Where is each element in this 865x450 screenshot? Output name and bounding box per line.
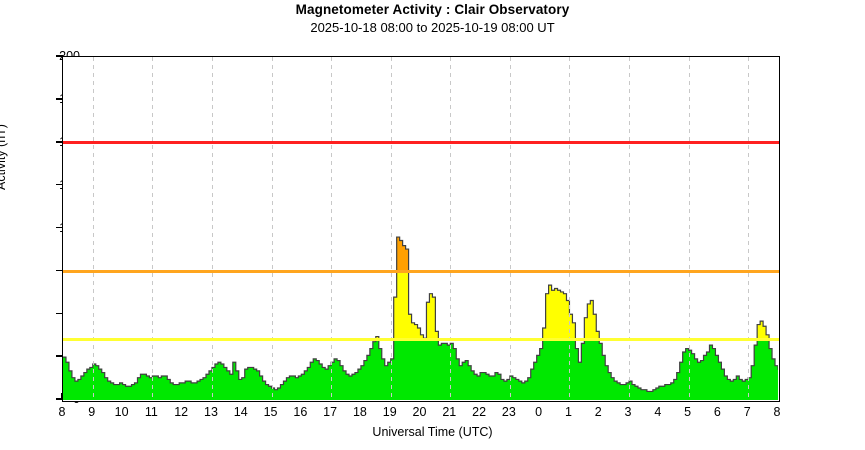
x-tick-label: 8 <box>773 405 781 419</box>
y-axis-label: Activity (nT) <box>0 124 8 190</box>
yellow-threshold-line <box>63 338 779 342</box>
orange-threshold-line <box>63 269 779 273</box>
y-tick-mark <box>56 98 63 100</box>
x-tick-label: 22 <box>472 405 487 419</box>
activity-outline <box>63 236 778 393</box>
x-tick-label: 13 <box>204 405 218 419</box>
red-threshold-line <box>63 141 779 145</box>
x-tick-label: 23 <box>501 405 516 419</box>
x-tick-label: 12 <box>174 405 189 419</box>
y-tick-mark <box>56 141 63 143</box>
x-tick-label: 18 <box>352 405 367 419</box>
x-tick-label: 2 <box>594 405 602 419</box>
x-tick-label: 3 <box>624 405 632 419</box>
grid-line-vertical <box>688 57 690 401</box>
x-tick-label: 9 <box>88 405 96 419</box>
x-tick-label: 16 <box>293 405 308 419</box>
grid-line-vertical <box>331 57 333 401</box>
x-tick-label: 10 <box>114 405 129 419</box>
grid-line-vertical <box>629 57 631 401</box>
grid-line-vertical <box>211 57 213 401</box>
activity-band-severe <box>63 57 778 143</box>
x-tick-label: 5 <box>684 405 692 419</box>
x-tick-label: 0 <box>535 405 543 419</box>
activity-series <box>63 57 778 400</box>
x-tick-label: 21 <box>442 405 457 419</box>
x-tick-label: 11 <box>144 405 158 419</box>
x-tick-label: 4 <box>654 405 662 419</box>
chart-subtitle: 2025-10-18 08:00 to 2025-10-19 08:00 UT <box>310 20 555 35</box>
grid-line-vertical <box>450 57 452 401</box>
grid-line-vertical <box>390 57 392 401</box>
x-tick-label: 20 <box>412 405 427 419</box>
grid-line-vertical <box>569 57 571 401</box>
plot-inner <box>63 57 779 401</box>
x-tick-label: 17 <box>323 405 338 419</box>
grid-line-vertical <box>152 57 154 401</box>
grid-line-vertical <box>748 57 750 401</box>
y-tick-mark <box>56 226 63 229</box>
x-tick-label: 15 <box>263 405 278 419</box>
chart-title: Magnetometer Activity : Clair Observator… <box>295 2 570 17</box>
y-tick-mark <box>56 183 63 186</box>
grid-line-vertical <box>271 57 273 401</box>
x-tick-label: 6 <box>713 405 721 419</box>
grid-line-vertical <box>92 57 94 401</box>
activity-band-quiet <box>63 339 778 400</box>
x-axis-label: Universal Time (UTC) <box>372 425 493 439</box>
y-tick-mark <box>56 355 63 357</box>
y-tick-mark <box>56 55 63 57</box>
plot-area <box>62 56 780 402</box>
y-tick-mark <box>56 269 63 272</box>
x-tick-label: 14 <box>233 405 248 419</box>
x-tick-label: 8 <box>58 405 66 419</box>
y-tick-mark <box>56 312 63 314</box>
y-tick-mark <box>56 398 63 400</box>
activity-band-storm <box>63 237 778 272</box>
x-tick-label: 7 <box>743 405 751 419</box>
x-tick-label: 1 <box>564 405 572 419</box>
x-tick-label: 19 <box>382 405 397 419</box>
grid-line-vertical <box>509 57 511 401</box>
